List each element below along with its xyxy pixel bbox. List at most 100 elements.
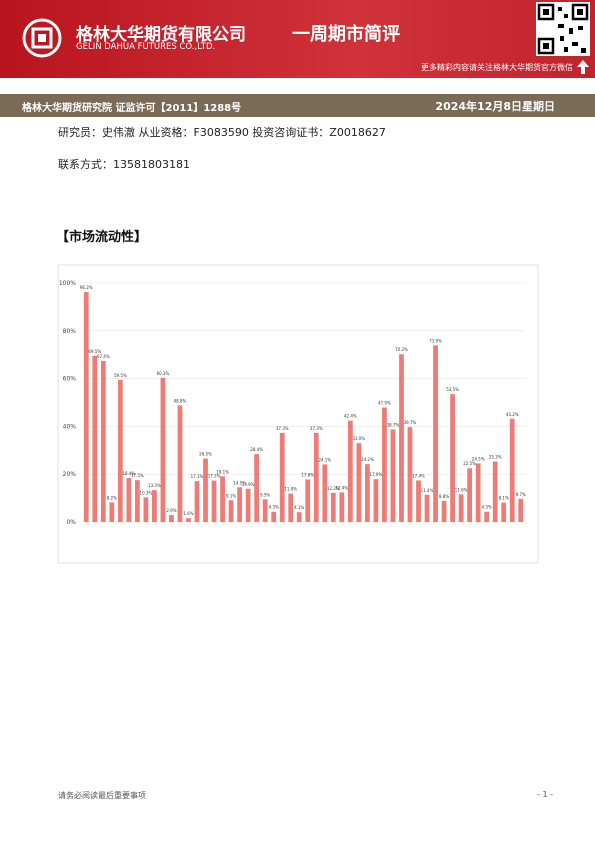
value-label: 47.9% bbox=[378, 401, 391, 406]
y-tick-label: 100% bbox=[59, 280, 76, 287]
bar bbox=[475, 463, 481, 522]
bar bbox=[109, 502, 115, 522]
value-label: 4.3% bbox=[269, 505, 279, 510]
bar bbox=[126, 478, 132, 522]
institute: 格林大华期货研究院 证监许可【2011】1288号 bbox=[22, 103, 242, 114]
value-label: 53.5% bbox=[446, 387, 459, 392]
bar bbox=[100, 360, 106, 522]
value-label: 37.3% bbox=[276, 426, 289, 431]
bar bbox=[433, 345, 438, 522]
banner bbox=[0, 94, 595, 117]
footer-note: 请务必阅读最后重要事项 bbox=[58, 791, 146, 800]
value-label: 8.8% bbox=[439, 494, 449, 499]
value-label: 25.3% bbox=[489, 455, 502, 460]
value-label: 26.5% bbox=[199, 452, 212, 457]
bar bbox=[450, 394, 455, 522]
company-en: GELIN DAHUA FUTURES CO.,LTD. bbox=[76, 42, 216, 52]
value-label: 67.4% bbox=[97, 354, 110, 359]
bar bbox=[501, 502, 507, 522]
bar bbox=[228, 500, 234, 522]
value-label: 28.4% bbox=[250, 447, 263, 452]
bar bbox=[169, 515, 174, 522]
chart: 0% 20% 40% 60% 80% 100% 96.2% 69.5%67.4% 8.2% 59.… bbox=[57, 264, 539, 564]
bar bbox=[262, 499, 268, 522]
bar bbox=[186, 518, 191, 522]
bar bbox=[339, 492, 345, 522]
bar bbox=[296, 512, 302, 522]
bar bbox=[424, 494, 430, 522]
value-label: 11.6% bbox=[455, 487, 468, 492]
y-tick-label: 0% bbox=[66, 519, 76, 526]
value-label: 19.1% bbox=[216, 469, 229, 474]
value-label: 9.1% bbox=[226, 493, 236, 498]
company: 格林大华期货有限公司 bbox=[76, 25, 246, 45]
value-label: 9.5% bbox=[260, 492, 270, 497]
bar bbox=[288, 493, 294, 522]
value-label: 4.3% bbox=[482, 505, 492, 510]
bar bbox=[194, 481, 200, 522]
value-label: 8.1% bbox=[499, 496, 509, 501]
y-tick-label: 80% bbox=[63, 328, 77, 335]
value-label: 17.9% bbox=[370, 472, 383, 477]
value-label: 38.7% bbox=[387, 423, 400, 428]
value-label: 13.3% bbox=[148, 483, 161, 488]
value-label: 12.4% bbox=[335, 485, 348, 490]
contact: 联系方式：13581803181 bbox=[58, 158, 190, 171]
bar bbox=[382, 407, 387, 522]
wechat-note: 更多精彩内容请关注格林大华期货官方微信 bbox=[421, 63, 573, 72]
value-label: 13.9% bbox=[242, 482, 255, 487]
value-label: 1.6% bbox=[183, 511, 193, 516]
bar bbox=[279, 432, 285, 522]
value-label: 33.0% bbox=[353, 436, 366, 441]
y-tick-label: 60% bbox=[63, 376, 77, 383]
bar bbox=[407, 427, 413, 522]
value-label: 17.4% bbox=[412, 473, 425, 478]
page-number: - 1 - bbox=[537, 790, 553, 799]
y-tick-label: 40% bbox=[63, 423, 77, 430]
value-label: 96.2% bbox=[80, 285, 93, 290]
bar bbox=[322, 464, 328, 522]
value-label: 2.9% bbox=[166, 508, 176, 513]
bar bbox=[117, 379, 123, 522]
value-label: 14.5% bbox=[233, 480, 246, 485]
value-label: 17.8% bbox=[301, 472, 314, 477]
value-label: 11.9% bbox=[284, 487, 297, 492]
bar bbox=[484, 511, 490, 522]
bar bbox=[143, 497, 149, 522]
author-line: 研究员：史伟澈 从业资格：F3083590 投资咨询证书：Z0018627 bbox=[58, 126, 386, 139]
value-label: 22.5% bbox=[463, 461, 476, 466]
bar bbox=[518, 498, 524, 522]
value-label: 37.3% bbox=[310, 426, 323, 431]
value-label: 73.9% bbox=[429, 338, 442, 343]
value-label: 12.2% bbox=[327, 486, 340, 491]
bar bbox=[356, 443, 362, 522]
bar bbox=[220, 476, 225, 522]
bar bbox=[399, 354, 404, 522]
value-label: 8.2% bbox=[107, 495, 117, 500]
value-label: 9.7% bbox=[516, 492, 526, 497]
value-label: 69.5% bbox=[88, 349, 101, 354]
bar bbox=[509, 418, 515, 522]
section-title: 【市场流动性】 bbox=[56, 230, 148, 245]
bar bbox=[492, 461, 498, 522]
bar bbox=[416, 480, 421, 522]
value-label: 10.3% bbox=[140, 490, 153, 495]
value-label: 24.5% bbox=[472, 456, 485, 461]
value-label: 17.3% bbox=[208, 474, 221, 479]
bar bbox=[373, 479, 379, 522]
header-band bbox=[0, 0, 595, 78]
value-label: 11.4% bbox=[421, 488, 434, 493]
bar bbox=[271, 511, 277, 522]
value-label: 42.4% bbox=[344, 414, 357, 419]
value-label: 70.2% bbox=[395, 347, 408, 352]
value-label: 60.3% bbox=[157, 371, 170, 376]
bar bbox=[177, 405, 183, 522]
value-label: 24.1% bbox=[318, 457, 331, 462]
bar bbox=[313, 432, 319, 522]
value-label: 4.1% bbox=[294, 505, 304, 510]
value-label: 48.8% bbox=[174, 398, 187, 403]
bar bbox=[152, 490, 157, 522]
bar bbox=[458, 494, 464, 522]
bar bbox=[254, 454, 260, 522]
arrow-icon bbox=[577, 60, 589, 74]
